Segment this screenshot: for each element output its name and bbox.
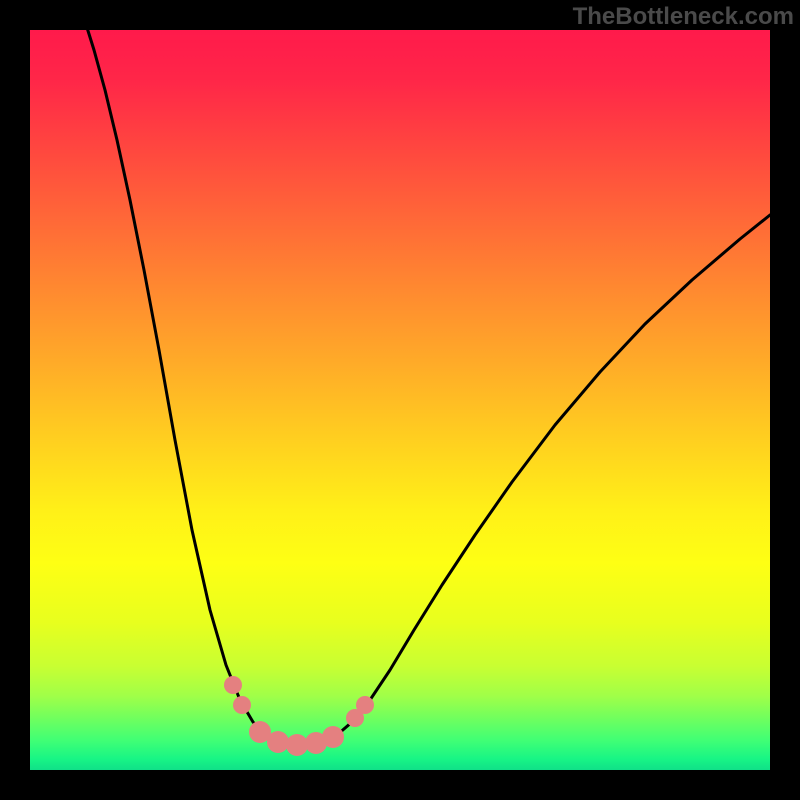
watermark-text: TheBottleneck.com (573, 3, 794, 31)
chart-container: TheBottleneck.com (0, 0, 800, 800)
valley-marker (286, 734, 308, 756)
chart-svg-overlay (0, 0, 800, 800)
valley-marker (224, 676, 242, 694)
valley-marker (267, 731, 289, 753)
valley-marker (233, 696, 251, 714)
bottleneck-curve (84, 18, 770, 745)
valley-marker (356, 696, 374, 714)
valley-marker (322, 726, 344, 748)
